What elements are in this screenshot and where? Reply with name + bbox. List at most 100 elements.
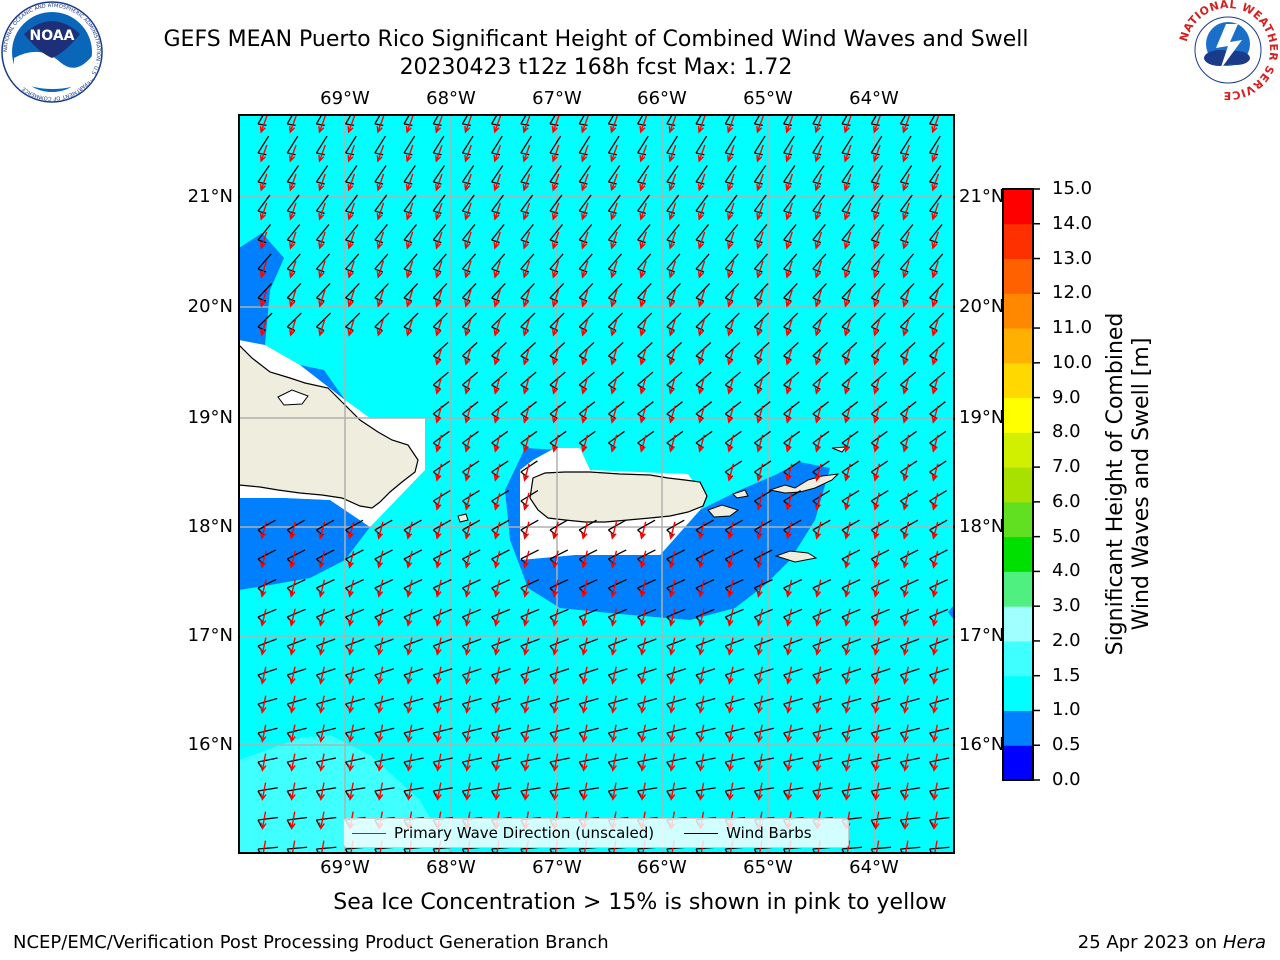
wave-direction-arrow <box>289 782 296 801</box>
wind-barb <box>257 135 270 156</box>
wave-direction-arrow <box>931 521 939 540</box>
wave-direction-arrow <box>610 608 618 627</box>
wave-direction-arrow <box>406 579 413 598</box>
wave-direction-arrow <box>347 637 355 656</box>
wave-direction-arrow <box>902 434 910 453</box>
wind-barb <box>315 312 332 332</box>
wind-barb <box>870 460 889 478</box>
wave-direction-arrow <box>639 173 648 192</box>
wave-direction-arrow <box>785 260 793 279</box>
land-culebra <box>732 489 749 499</box>
land-virgin-islands <box>768 473 840 494</box>
wave-direction-arrow <box>843 492 851 511</box>
wave-direction-arrow <box>581 782 588 801</box>
wind-barb <box>666 224 680 244</box>
wind-barb <box>607 194 621 214</box>
wind-barb <box>841 282 857 302</box>
wind-barb <box>695 312 711 332</box>
wave-direction-arrow <box>405 202 414 221</box>
wind-barb <box>607 135 620 156</box>
wave-direction-arrow <box>727 289 735 308</box>
wave-direction-arrow <box>610 550 618 569</box>
wave-direction-arrow <box>668 231 677 250</box>
colorbar-tick-label: 0.5 <box>1052 734 1081 756</box>
wind-barb <box>899 224 914 244</box>
legend-item-wave-direction: Primary Wave Direction (unscaled) <box>352 824 654 842</box>
wind-barb <box>257 224 272 244</box>
wave-direction-arrow <box>435 260 443 279</box>
wave-direction-arrow <box>931 637 939 656</box>
wave-direction-arrow <box>318 724 325 743</box>
wave-direction-arrow <box>318 289 326 308</box>
wind-barb <box>841 224 856 244</box>
wave-direction-arrow <box>464 144 472 163</box>
wave-direction-arrow <box>843 260 852 279</box>
wave-direction-arrow <box>435 637 442 656</box>
wave-direction-arrow <box>376 202 385 221</box>
wave-direction-arrow <box>318 173 326 192</box>
wave-direction-arrow <box>435 463 443 482</box>
wave-direction-arrow <box>464 173 472 192</box>
wind-barb <box>491 224 505 244</box>
wind-barb <box>403 282 419 302</box>
wave-direction-arrow <box>698 608 705 627</box>
wave-direction-arrow <box>551 289 560 308</box>
wind-barb <box>345 282 360 302</box>
wave-direction-arrow <box>668 405 676 424</box>
wave-direction-arrow <box>668 550 676 569</box>
wave-direction-arrow <box>931 260 939 279</box>
wind-barb <box>461 194 475 214</box>
wind-barb <box>520 312 536 332</box>
wave-direction-arrow <box>347 695 355 714</box>
wave-direction-arrow <box>785 173 794 192</box>
wave-direction-arrow <box>610 231 618 250</box>
wind-barb <box>286 165 300 185</box>
colorbar-tick-label: 4.0 <box>1052 560 1081 582</box>
wave-direction-arrow <box>814 144 823 163</box>
wave-direction-arrow <box>289 840 296 853</box>
wave-direction-arrow <box>668 144 677 163</box>
wave-direction-arrow <box>902 144 910 163</box>
wave-direction-arrow <box>727 753 734 772</box>
wave-direction-arrow <box>347 550 355 569</box>
wind-barb <box>812 224 826 244</box>
wave-direction-arrow <box>259 231 268 250</box>
wind-barb <box>870 282 886 302</box>
wave-direction-arrow <box>756 347 764 366</box>
wave-direction-arrow <box>697 144 706 163</box>
wave-direction-arrow <box>639 521 647 540</box>
lon-label-top: 64°W <box>849 88 899 109</box>
wave-direction-arrow <box>347 202 356 221</box>
colorbar-tick-label: 14.0 <box>1052 212 1093 234</box>
wave-direction-arrow <box>727 637 734 656</box>
nws-logo: NATIONAL WEATHER SERVICE <box>1177 0 1280 100</box>
wave-direction-arrow <box>931 695 939 714</box>
wave-direction-arrow <box>522 695 530 714</box>
wind-barb <box>286 135 299 156</box>
wave-direction-arrow <box>581 260 589 279</box>
legend-item-wind-barbs: Wind Barbs <box>684 824 812 842</box>
wind-barb <box>315 135 328 156</box>
wind-barb <box>374 165 387 185</box>
wave-direction-arrow <box>727 376 735 395</box>
wave-direction-arrow <box>756 753 763 772</box>
wind-barb <box>374 224 388 244</box>
wave-direction-arrow <box>785 724 793 743</box>
wind-barb <box>374 194 388 214</box>
wind-barb <box>432 282 448 302</box>
wave-direction-arrow <box>288 115 297 134</box>
wave-direction-arrow <box>581 753 588 772</box>
wave-direction-arrow <box>727 144 735 163</box>
wind-barb <box>403 135 416 156</box>
wave-direction-arrow <box>873 753 880 772</box>
wave-direction-arrow <box>931 202 940 221</box>
wave-direction-arrow <box>727 608 734 627</box>
lat-label-left: 20°N <box>187 296 233 317</box>
wind-barb <box>929 135 941 156</box>
wave-direction-arrow <box>289 289 297 308</box>
wave-direction-arrow <box>318 840 325 853</box>
wave-direction-arrow <box>668 695 676 714</box>
wave-direction-arrow <box>873 463 881 482</box>
wave-direction-arrow <box>289 550 296 569</box>
land-anegada <box>831 446 848 453</box>
